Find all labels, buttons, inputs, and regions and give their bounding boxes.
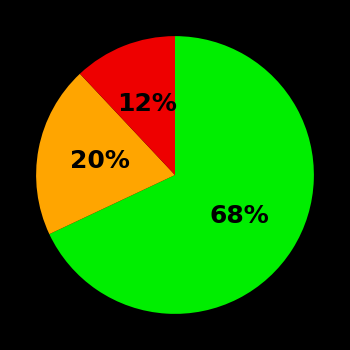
- Wedge shape: [80, 36, 175, 175]
- Wedge shape: [36, 74, 175, 234]
- Wedge shape: [49, 36, 314, 314]
- Text: 68%: 68%: [210, 204, 270, 228]
- Text: 12%: 12%: [117, 92, 177, 116]
- Text: 20%: 20%: [70, 149, 130, 173]
